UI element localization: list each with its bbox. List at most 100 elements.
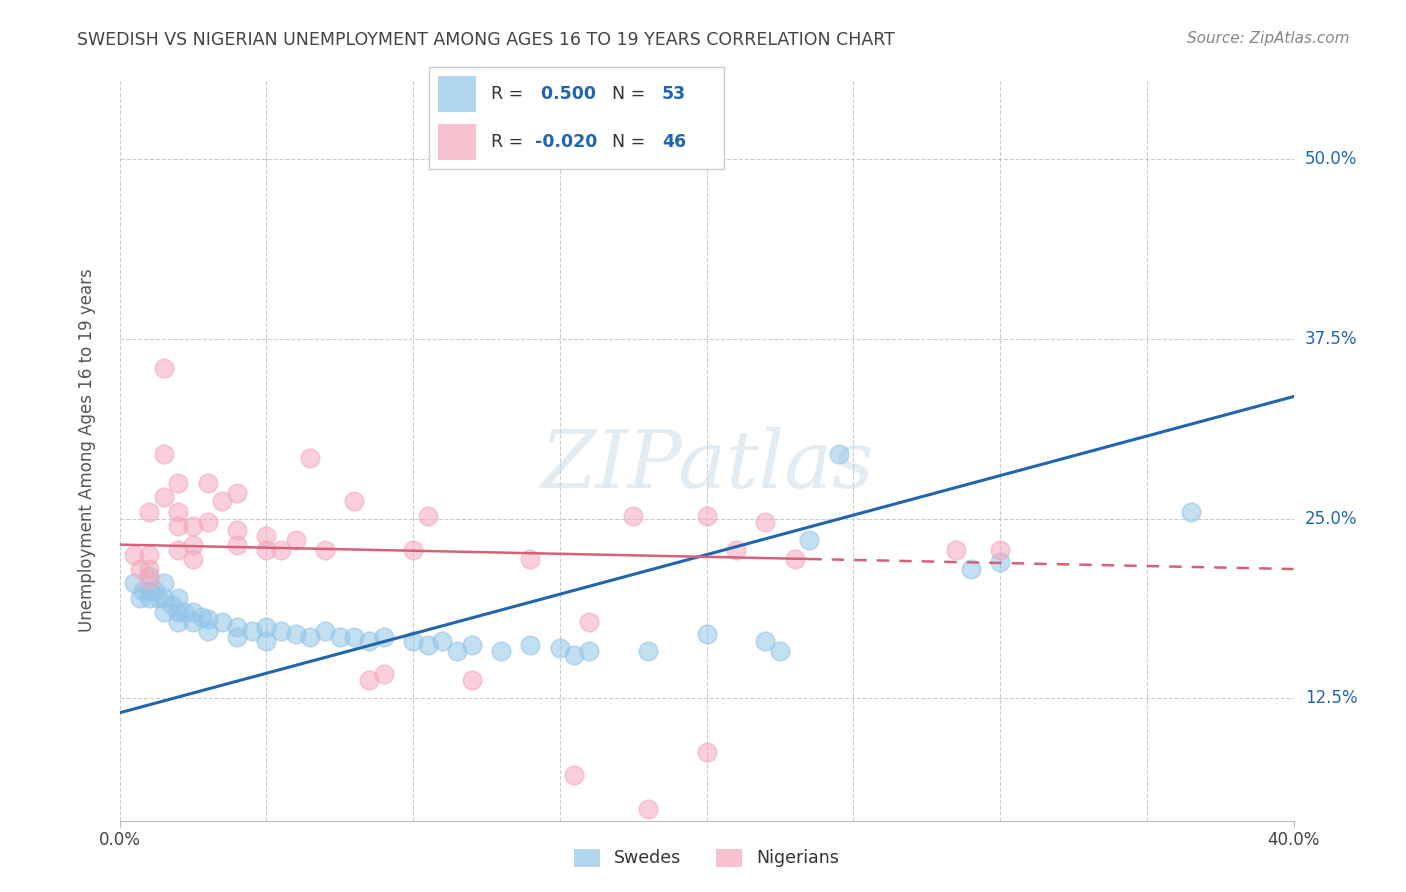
- Point: [519, 638, 541, 652]
- Point: [357, 634, 380, 648]
- Point: [152, 605, 174, 619]
- Point: [138, 562, 160, 576]
- Text: Source: ZipAtlas.com: Source: ZipAtlas.com: [1187, 31, 1350, 46]
- Point: [162, 598, 184, 612]
- Point: [769, 644, 792, 658]
- Point: [1180, 504, 1202, 518]
- Point: [122, 576, 145, 591]
- Text: R =: R =: [491, 133, 529, 151]
- Point: [402, 543, 425, 558]
- Point: [548, 641, 571, 656]
- Point: [578, 615, 600, 630]
- Point: [138, 572, 160, 586]
- Point: [197, 515, 219, 529]
- Point: [138, 548, 160, 562]
- Point: [270, 624, 292, 638]
- Point: [519, 552, 541, 566]
- Point: [254, 529, 277, 543]
- Point: [357, 673, 380, 687]
- Point: [416, 508, 439, 523]
- Point: [637, 644, 659, 658]
- Point: [173, 605, 195, 619]
- Point: [240, 624, 263, 638]
- Point: [181, 552, 204, 566]
- Point: [343, 630, 366, 644]
- Point: [190, 609, 212, 624]
- Point: [988, 555, 1011, 569]
- Point: [129, 591, 152, 605]
- Point: [132, 583, 155, 598]
- Text: 37.5%: 37.5%: [1305, 330, 1357, 348]
- Point: [254, 619, 277, 633]
- Point: [122, 548, 145, 562]
- FancyBboxPatch shape: [429, 67, 724, 169]
- Point: [416, 638, 439, 652]
- Text: 50.0%: 50.0%: [1305, 151, 1357, 169]
- Point: [167, 519, 190, 533]
- Point: [373, 667, 395, 681]
- Point: [724, 543, 747, 558]
- Point: [138, 591, 160, 605]
- Point: [152, 576, 174, 591]
- Point: [696, 745, 718, 759]
- Point: [143, 583, 166, 598]
- Point: [254, 634, 277, 648]
- Point: [329, 630, 352, 644]
- Text: ZIPatlas: ZIPatlas: [540, 426, 873, 504]
- Point: [270, 543, 292, 558]
- Point: [138, 583, 160, 598]
- Point: [373, 630, 395, 644]
- Point: [284, 533, 307, 548]
- Point: [959, 562, 981, 576]
- Point: [211, 615, 233, 630]
- Point: [181, 538, 204, 552]
- Point: [181, 519, 204, 533]
- Point: [446, 644, 468, 658]
- Point: [754, 515, 776, 529]
- Point: [167, 615, 190, 630]
- Point: [225, 630, 249, 644]
- Point: [432, 634, 454, 648]
- Text: N =: N =: [612, 133, 651, 151]
- Point: [621, 508, 644, 523]
- Point: [211, 494, 233, 508]
- Text: 0.500: 0.500: [536, 85, 596, 103]
- Point: [696, 508, 718, 523]
- Point: [225, 538, 249, 552]
- Point: [945, 543, 967, 558]
- Legend: Swedes, Nigerians: Swedes, Nigerians: [574, 848, 839, 868]
- Point: [181, 605, 204, 619]
- Point: [564, 648, 586, 663]
- Text: N =: N =: [612, 85, 651, 103]
- FancyBboxPatch shape: [437, 124, 477, 161]
- FancyBboxPatch shape: [437, 76, 477, 112]
- Text: 25.0%: 25.0%: [1305, 509, 1357, 528]
- Point: [314, 543, 336, 558]
- Point: [754, 634, 776, 648]
- Text: 53: 53: [662, 85, 686, 103]
- Point: [254, 543, 277, 558]
- Text: SWEDISH VS NIGERIAN UNEMPLOYMENT AMONG AGES 16 TO 19 YEARS CORRELATION CHART: SWEDISH VS NIGERIAN UNEMPLOYMENT AMONG A…: [77, 31, 896, 49]
- Text: -0.020: -0.020: [536, 133, 598, 151]
- Point: [827, 447, 849, 461]
- Point: [152, 360, 174, 375]
- Point: [284, 626, 307, 640]
- Point: [637, 802, 659, 816]
- Point: [197, 475, 219, 490]
- Point: [197, 612, 219, 626]
- Point: [314, 624, 336, 638]
- Point: [299, 630, 322, 644]
- Point: [225, 619, 249, 633]
- Text: 12.5%: 12.5%: [1305, 690, 1357, 707]
- Point: [197, 624, 219, 638]
- Point: [138, 569, 160, 583]
- Point: [460, 638, 484, 652]
- Point: [564, 767, 586, 781]
- Point: [299, 451, 322, 466]
- Point: [152, 591, 174, 605]
- Point: [696, 626, 718, 640]
- Point: [225, 486, 249, 500]
- Point: [343, 494, 366, 508]
- Point: [489, 644, 512, 658]
- Point: [152, 447, 174, 461]
